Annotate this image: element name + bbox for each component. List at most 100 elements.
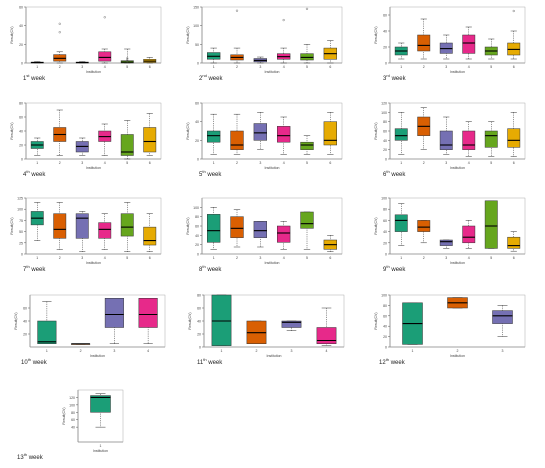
x-tick-label: 1 xyxy=(100,444,102,448)
week-word: week xyxy=(206,76,223,82)
y-tick-label: 40 xyxy=(383,325,387,329)
x-axis-label: Institution xyxy=(86,166,101,170)
plot-frame xyxy=(201,6,343,64)
boxplot-panel-week-10: 20 40 60 Result(CV) 1 2 3 4 Institution xyxy=(14,294,166,361)
x-axis-label: Institution xyxy=(450,354,465,358)
boxplot-svg: 0 25 50 75 100 125 Result(CV) 1 2 3 4 5 6 Institution xyxy=(10,197,162,265)
y-tick-label: 100 xyxy=(17,208,23,212)
y-axis-label: Result(CV) xyxy=(374,122,378,139)
week-suffix: th xyxy=(203,357,207,362)
y-tick-label: 100 xyxy=(381,294,387,298)
box-institution-1 xyxy=(37,320,57,344)
y-tick-label: 0 xyxy=(21,62,23,66)
plot-frame xyxy=(389,6,526,64)
boxplot-panel-week-3: 0 20 40 60 Result(CV) 1 2 3 4 5 6 Institution xyxy=(374,6,526,77)
x-tick-label: 4 xyxy=(468,256,470,260)
week-label: 8th week xyxy=(199,264,221,273)
x-tick-label: 3 xyxy=(259,256,261,260)
y-tick-label: 20 xyxy=(19,43,23,47)
plot-frame xyxy=(201,102,343,160)
x-axis-label: Institution xyxy=(450,166,465,170)
week-word: week xyxy=(389,360,405,366)
box-institution-2 xyxy=(417,220,431,232)
plot-frame xyxy=(25,197,162,255)
y-tick-label: 60 xyxy=(19,6,23,10)
week-number: 11 xyxy=(197,360,204,366)
boxplot-panel-week-11: 0 20 40 60 80 Result(CV) 1 2 3 4 Institution xyxy=(188,294,345,361)
box-institution-3 xyxy=(439,130,453,150)
week-label: 3rd week xyxy=(383,73,406,82)
x-tick-label: 4 xyxy=(283,256,285,260)
y-tick-label: 0 xyxy=(385,253,387,257)
y-tick-label: 100 xyxy=(381,197,387,201)
x-tick-label: 3 xyxy=(445,161,447,165)
x-tick-label: 2 xyxy=(423,256,425,260)
plot-frame xyxy=(389,102,526,160)
x-tick-label: 5 xyxy=(306,65,308,69)
x-axis-label: Institution xyxy=(265,166,280,170)
x-tick-label: 2 xyxy=(457,349,459,353)
x-tick-label: 4 xyxy=(104,256,106,260)
week-number: 7 xyxy=(23,267,27,273)
x-tick-label: 5 xyxy=(490,256,492,260)
x-tick-label: 6 xyxy=(329,256,331,260)
week-number: 3 xyxy=(383,76,387,82)
x-axis-label: Institution xyxy=(86,261,101,265)
box-institution-6 xyxy=(507,236,521,249)
y-tick-label: 100 xyxy=(193,206,199,210)
week-label: 11th week xyxy=(197,357,222,366)
y-tick-label: 40 xyxy=(71,426,75,430)
x-tick-label: 4 xyxy=(104,65,106,69)
y-tick-label: 60 xyxy=(195,102,199,106)
boxplot-panel-week-2: 0 50 100 150 Result(CV) 1 2 3 4 5 6 Institution xyxy=(186,6,343,77)
y-tick-label: 20 xyxy=(383,46,387,50)
y-tick-label: 60 xyxy=(383,219,387,223)
y-axis-label: Result(CV) xyxy=(10,217,14,234)
week-number: 12 xyxy=(379,360,386,366)
x-tick-label: 6 xyxy=(513,256,515,260)
box-institution-3 xyxy=(439,239,453,246)
y-tick-label: 0 xyxy=(21,158,23,162)
week-label: 9th week xyxy=(383,264,405,273)
x-tick-label: 6 xyxy=(329,65,331,69)
box-institution-3 xyxy=(253,123,268,141)
x-axis-label: Institution xyxy=(450,261,465,265)
week-number: 5 xyxy=(199,172,203,178)
box-institution-4 xyxy=(138,298,158,328)
y-axis-label: Result(CV) xyxy=(188,312,192,329)
week-word: week xyxy=(205,172,222,178)
x-tick-label: 3 xyxy=(445,256,447,260)
x-tick-label: 3 xyxy=(259,161,261,165)
box-institution-1 xyxy=(394,214,408,232)
y-axis-label: Result(CV) xyxy=(374,217,378,234)
week-suffix: nd xyxy=(202,73,207,78)
y-tick-label: 0 xyxy=(385,158,387,162)
x-tick-label: 3 xyxy=(445,65,447,69)
x-tick-label: 6 xyxy=(513,161,515,165)
x-tick-label: 2 xyxy=(59,161,61,165)
x-tick-label: 1 xyxy=(213,65,215,69)
box-institution-6 xyxy=(143,127,157,153)
x-tick-label: 1 xyxy=(36,65,38,69)
boxplot-panel-week-5: 0 20 40 60 Result(CV) 1 2 3 4 5 6 Institution xyxy=(186,102,343,173)
y-tick-label: 80 xyxy=(71,411,75,415)
week-label: 13th week xyxy=(17,452,43,461)
y-tick-label: 0 xyxy=(385,62,387,66)
x-tick-label: 4 xyxy=(283,65,285,69)
week-word: week xyxy=(29,76,46,82)
x-tick-label: 2 xyxy=(59,256,61,260)
week-suffix: th xyxy=(26,264,30,269)
y-tick-label: 120 xyxy=(69,396,75,400)
x-tick-label: 3 xyxy=(81,65,83,69)
week-word: week xyxy=(31,360,47,366)
x-tick-label: 3 xyxy=(113,349,115,353)
y-tick-label: 60 xyxy=(71,418,75,422)
y-axis-label: Result(CV) xyxy=(374,26,378,43)
x-tick-label: 2 xyxy=(236,161,238,165)
box-institution-4 xyxy=(98,51,112,62)
box-institution-1 xyxy=(211,294,232,346)
y-tick-label: 100 xyxy=(193,24,199,28)
y-tick-label: 60 xyxy=(19,116,23,120)
y-tick-label: 80 xyxy=(383,208,387,212)
